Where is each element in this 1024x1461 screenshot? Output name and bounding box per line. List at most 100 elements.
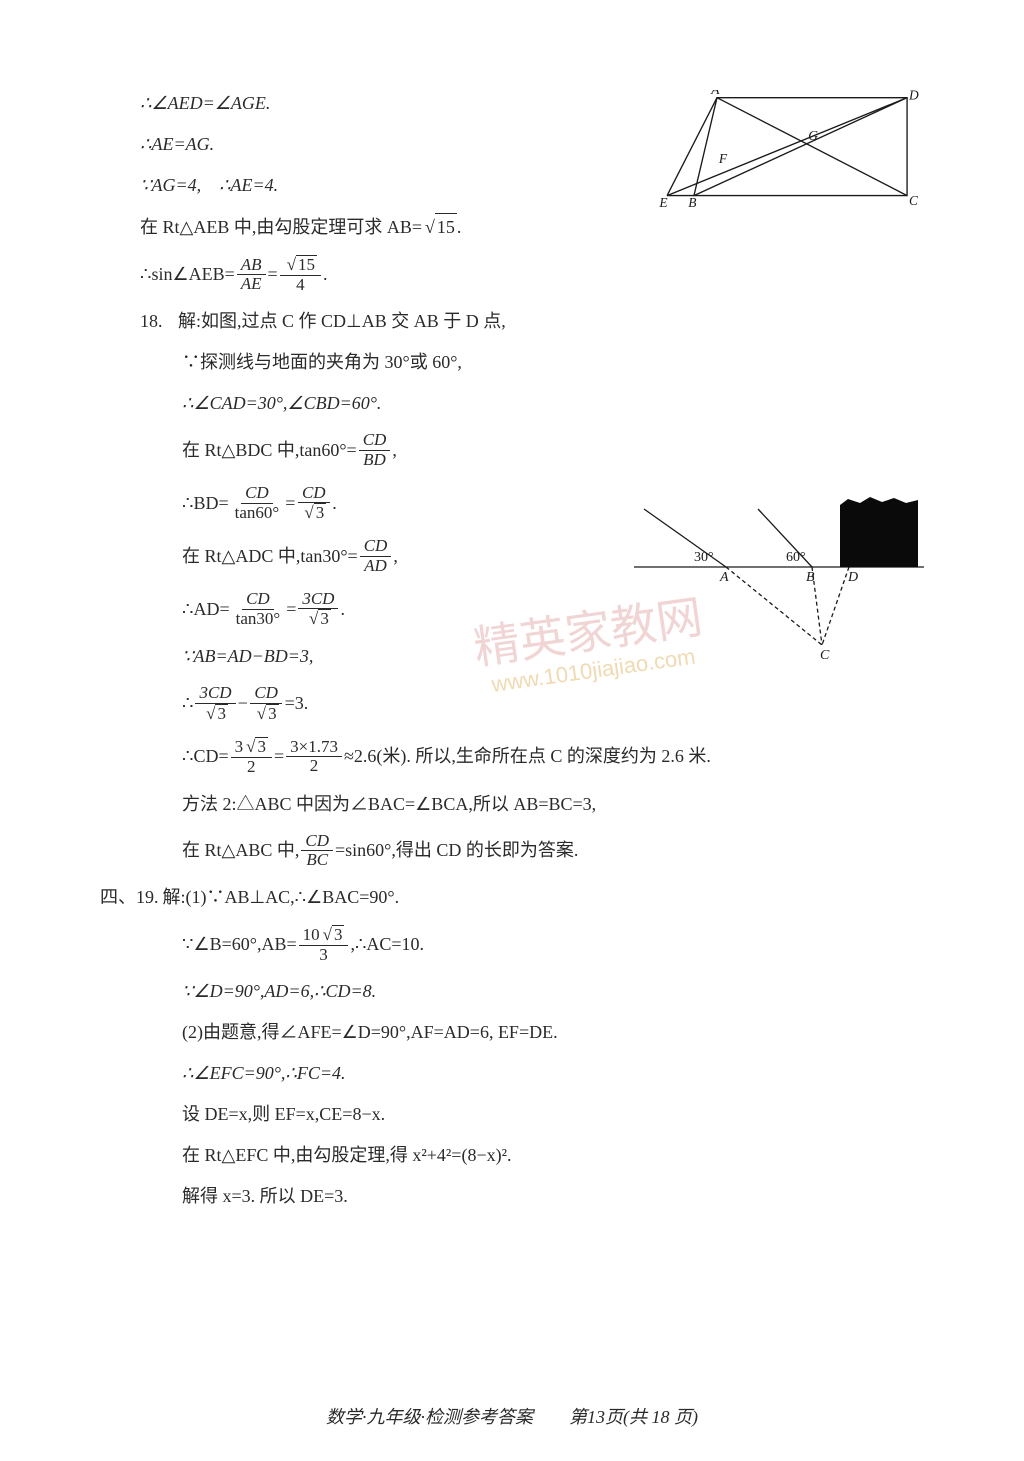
fraction: ABAE	[237, 256, 266, 294]
step-line: ∵探测线与地面的夹角为 30°或 60°,	[140, 349, 884, 376]
step-line: 在 Rt△ABC 中, CDBC =sin60°,得出 CD 的长即为答案.	[140, 832, 884, 870]
text: ∴AD=	[182, 596, 230, 623]
step-line: ∴∠CAD=30°,∠CBD=60°.	[140, 390, 884, 417]
label-B: B	[688, 195, 696, 210]
text: ∴CD=	[182, 743, 229, 770]
step-line: (2)由题意,得∠AFE=∠D=90°,AF=AD=6, EF=DE.	[140, 1019, 884, 1046]
fraction: CDBC	[301, 832, 333, 870]
text: −	[238, 690, 248, 717]
fraction: CD3	[297, 484, 330, 523]
text: 在 Rt△ABC 中,	[182, 837, 299, 864]
text: ∴∠EFC=90°,∴FC=4.	[182, 1060, 346, 1087]
text: =	[274, 743, 284, 770]
text: 在 Rt△BDC 中,tan60°=	[182, 437, 357, 464]
den: 4	[292, 276, 309, 295]
num: CD	[250, 684, 282, 704]
num: 3CD	[298, 590, 338, 610]
text: ∵探测线与地面的夹角为 30°或 60°,	[182, 349, 462, 376]
num: CD	[360, 537, 392, 557]
text: ,	[392, 437, 397, 464]
text: 在 Rt△EFC 中,由勾股定理,得 x²+4²=(8−x)².	[182, 1142, 512, 1169]
den: 2	[306, 757, 323, 776]
label-E: E	[658, 195, 667, 210]
text: 解得 x=3. 所以 DE=3.	[182, 1183, 348, 1210]
fraction: 3CD3	[195, 684, 235, 723]
label-angle30: 30°	[694, 550, 714, 565]
fraction: 3×1.732	[286, 738, 342, 776]
page-footer: 数学·九年级·检测参考答案 第13页(共 18 页)	[0, 1403, 1024, 1429]
text: =	[285, 490, 295, 517]
step-line: ∴sin∠AEB= ABAE = 154 .	[140, 255, 884, 294]
text: 在 Rt△ADC 中,tan30°=	[182, 543, 358, 570]
label-A2: A	[719, 570, 729, 585]
den: tan30°	[232, 610, 285, 629]
text: ∴∠CAD=30°,∠CBD=60°.	[182, 390, 381, 417]
text: .	[457, 214, 462, 241]
text: ∴∠AED=∠AGE.	[140, 90, 270, 117]
text: =	[268, 261, 278, 288]
num: AB	[237, 256, 266, 276]
text: 解:(1)∵AB⊥AC,∴∠BAC=90°.	[163, 884, 400, 911]
sqrt: 15	[422, 213, 457, 241]
den: 2	[243, 758, 260, 777]
text: ,	[393, 543, 398, 570]
text: .	[323, 261, 328, 288]
text: 设 DE=x,则 EF=x,CE=8−x.	[182, 1101, 385, 1128]
fraction: CDtan60°	[231, 484, 284, 522]
num: CD	[298, 484, 330, 504]
num: CD	[242, 590, 274, 610]
step-line: ∵∠D=90°,AD=6,∴CD=8.	[140, 978, 884, 1005]
text: .	[332, 490, 337, 517]
text: ∵AG=4, ∴AE=4.	[140, 172, 278, 199]
question-number: 四、19.	[100, 884, 159, 911]
label-F: F	[718, 151, 728, 166]
radicand: 3	[255, 737, 268, 757]
step-line: ∵∠B=60°,AB= 1033 ,∴AC=10.	[140, 925, 884, 964]
text: 3	[235, 737, 244, 756]
fraction: CDtan30°	[232, 590, 285, 628]
question-19: 四、19. 解:(1)∵AB⊥AC,∴∠BAC=90°.	[100, 884, 884, 911]
label-angle60: 60°	[786, 550, 806, 565]
den: 3	[199, 704, 232, 724]
den: AD	[360, 557, 391, 576]
document-body: A D E B C F G 30° 60° A B D	[140, 90, 884, 1210]
num: 3×1.73	[286, 738, 342, 758]
fraction: CDBD	[359, 431, 391, 469]
label-C: C	[909, 193, 919, 208]
radicand: 15	[435, 213, 457, 241]
fraction: 332	[231, 737, 272, 776]
text: .	[340, 596, 345, 623]
num: CD	[241, 484, 273, 504]
text: ∵∠D=90°,AD=6,∴CD=8.	[182, 978, 376, 1005]
den: BD	[359, 451, 390, 470]
text: 在 Rt△AEB 中,由勾股定理可求 AB=	[140, 214, 422, 241]
figure-quadrilateral: A D E B C F G	[654, 90, 924, 210]
num: 3CD	[195, 684, 235, 704]
text: 10	[303, 925, 320, 944]
text: ∵AB=AD−BD=3,	[182, 643, 313, 670]
radicand: 15	[296, 255, 317, 275]
text: ∴sin∠AEB=	[140, 261, 235, 288]
den: 3	[315, 946, 332, 965]
step-line: 在 Rt△AEB 中,由勾股定理可求 AB= 15 .	[140, 213, 884, 241]
step-line: 解得 x=3. 所以 DE=3.	[140, 1183, 884, 1210]
label-B2: B	[806, 570, 815, 585]
den: BC	[302, 851, 332, 870]
footer-text: 数学·九年级·检测参考答案 第13页(共 18 页)	[326, 1407, 698, 1427]
den: tan60°	[231, 504, 284, 523]
step-line: 方法 2:△ABC 中因为∠BAC=∠BCA,所以 AB=BC=3,	[140, 791, 884, 818]
step-line: ∴∠EFC=90°,∴FC=4.	[140, 1060, 884, 1087]
text: ∴BD=	[182, 490, 229, 517]
text: =	[286, 596, 296, 623]
text: =sin60°,得出 CD 的长即为答案.	[335, 837, 578, 864]
text: ,∴AC=10.	[350, 931, 424, 958]
label-D: D	[908, 90, 919, 103]
fraction: 1033	[299, 925, 349, 964]
den: 3	[297, 503, 330, 523]
label-A: A	[710, 90, 720, 97]
label-G: G	[808, 128, 818, 143]
den: 3	[302, 609, 335, 629]
num: 33	[231, 737, 272, 758]
text: 解:如图,过点 C 作 CD⊥AB 交 AB 于 D 点,	[178, 308, 506, 335]
num: CD	[359, 431, 391, 451]
